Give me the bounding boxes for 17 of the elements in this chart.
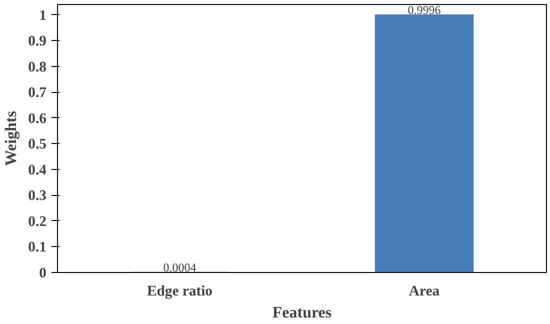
y-tick-label: 0.5 <box>28 136 47 153</box>
y-tick-label: 0.1 <box>28 240 47 256</box>
y-tick-label: 0.4 <box>28 162 48 178</box>
y-tick-label: 1 <box>39 8 46 24</box>
y-tick-label: 0.9 <box>28 34 47 50</box>
y-tick-label: 0 <box>39 266 46 282</box>
y-tick-label: 0.6 <box>28 110 47 127</box>
y-axis-title: Weights <box>3 110 20 166</box>
y-tick-label: 0.3 <box>28 188 47 204</box>
x-axis-title: Features <box>272 304 332 322</box>
x-tick-label: Area <box>408 284 440 300</box>
data-label: 0.9996 <box>408 2 441 17</box>
y-tick-label: 0.2 <box>28 214 47 230</box>
y-tick-label: 0.7 <box>28 85 47 102</box>
x-tick-label: Edge ratio <box>146 284 213 300</box>
y-tick-label: 0.8 <box>28 59 47 76</box>
data-label: 0.0004 <box>163 260 196 274</box>
